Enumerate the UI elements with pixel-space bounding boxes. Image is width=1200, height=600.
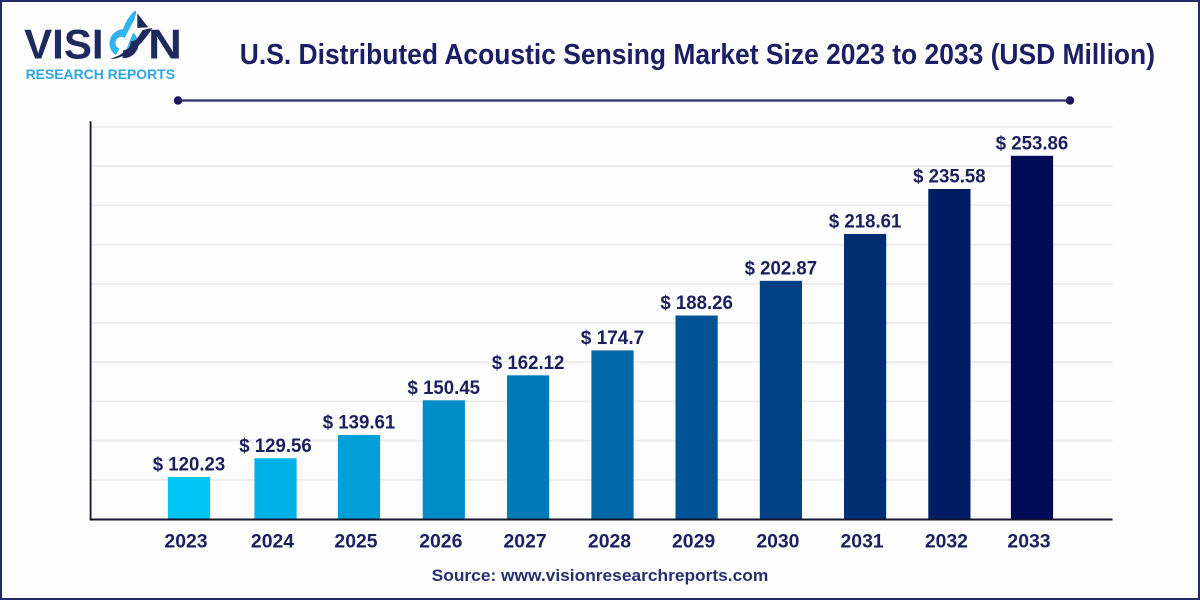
svg-text:Source: www.visionresearchrepo: Source: www.visionresearchreports.com — [432, 567, 769, 585]
svg-text:2029: 2029 — [672, 530, 715, 552]
svg-text:$ 162.12: $ 162.12 — [492, 352, 565, 374]
svg-text:$ 139.61: $ 139.61 — [323, 412, 396, 434]
svg-text:$ 235.58: $ 235.58 — [913, 166, 986, 188]
svg-text:2028: 2028 — [588, 530, 631, 552]
svg-text:$ 174.7: $ 174.7 — [581, 327, 645, 349]
svg-text:2032: 2032 — [925, 530, 968, 552]
svg-text:$ 188.26: $ 188.26 — [660, 292, 733, 314]
svg-text:$ 129.56: $ 129.56 — [239, 435, 312, 457]
svg-text:2025: 2025 — [334, 530, 377, 552]
svg-text:$ 120.23: $ 120.23 — [153, 454, 226, 476]
svg-text:$ 253.86: $ 253.86 — [996, 132, 1069, 154]
svg-text:VISI: VISI — [24, 22, 104, 68]
svg-text:2030: 2030 — [756, 530, 799, 552]
svg-text:U.S. Distributed Acoustic Sens: U.S. Distributed Acoustic Sensing Market… — [240, 39, 1155, 71]
svg-text:N: N — [148, 22, 182, 68]
svg-text:2024: 2024 — [251, 530, 294, 552]
svg-text:2023: 2023 — [164, 530, 207, 552]
svg-text:$ 218.61: $ 218.61 — [829, 211, 902, 233]
svg-text:$ 150.45: $ 150.45 — [408, 377, 481, 399]
svg-text:2027: 2027 — [504, 530, 547, 552]
svg-text:2031: 2031 — [841, 530, 884, 552]
svg-text:2033: 2033 — [1007, 530, 1050, 552]
svg-text:RESEARCH REPORTS: RESEARCH REPORTS — [26, 66, 175, 82]
svg-text:2026: 2026 — [419, 530, 462, 552]
svg-text:$ 202.87: $ 202.87 — [745, 257, 818, 279]
